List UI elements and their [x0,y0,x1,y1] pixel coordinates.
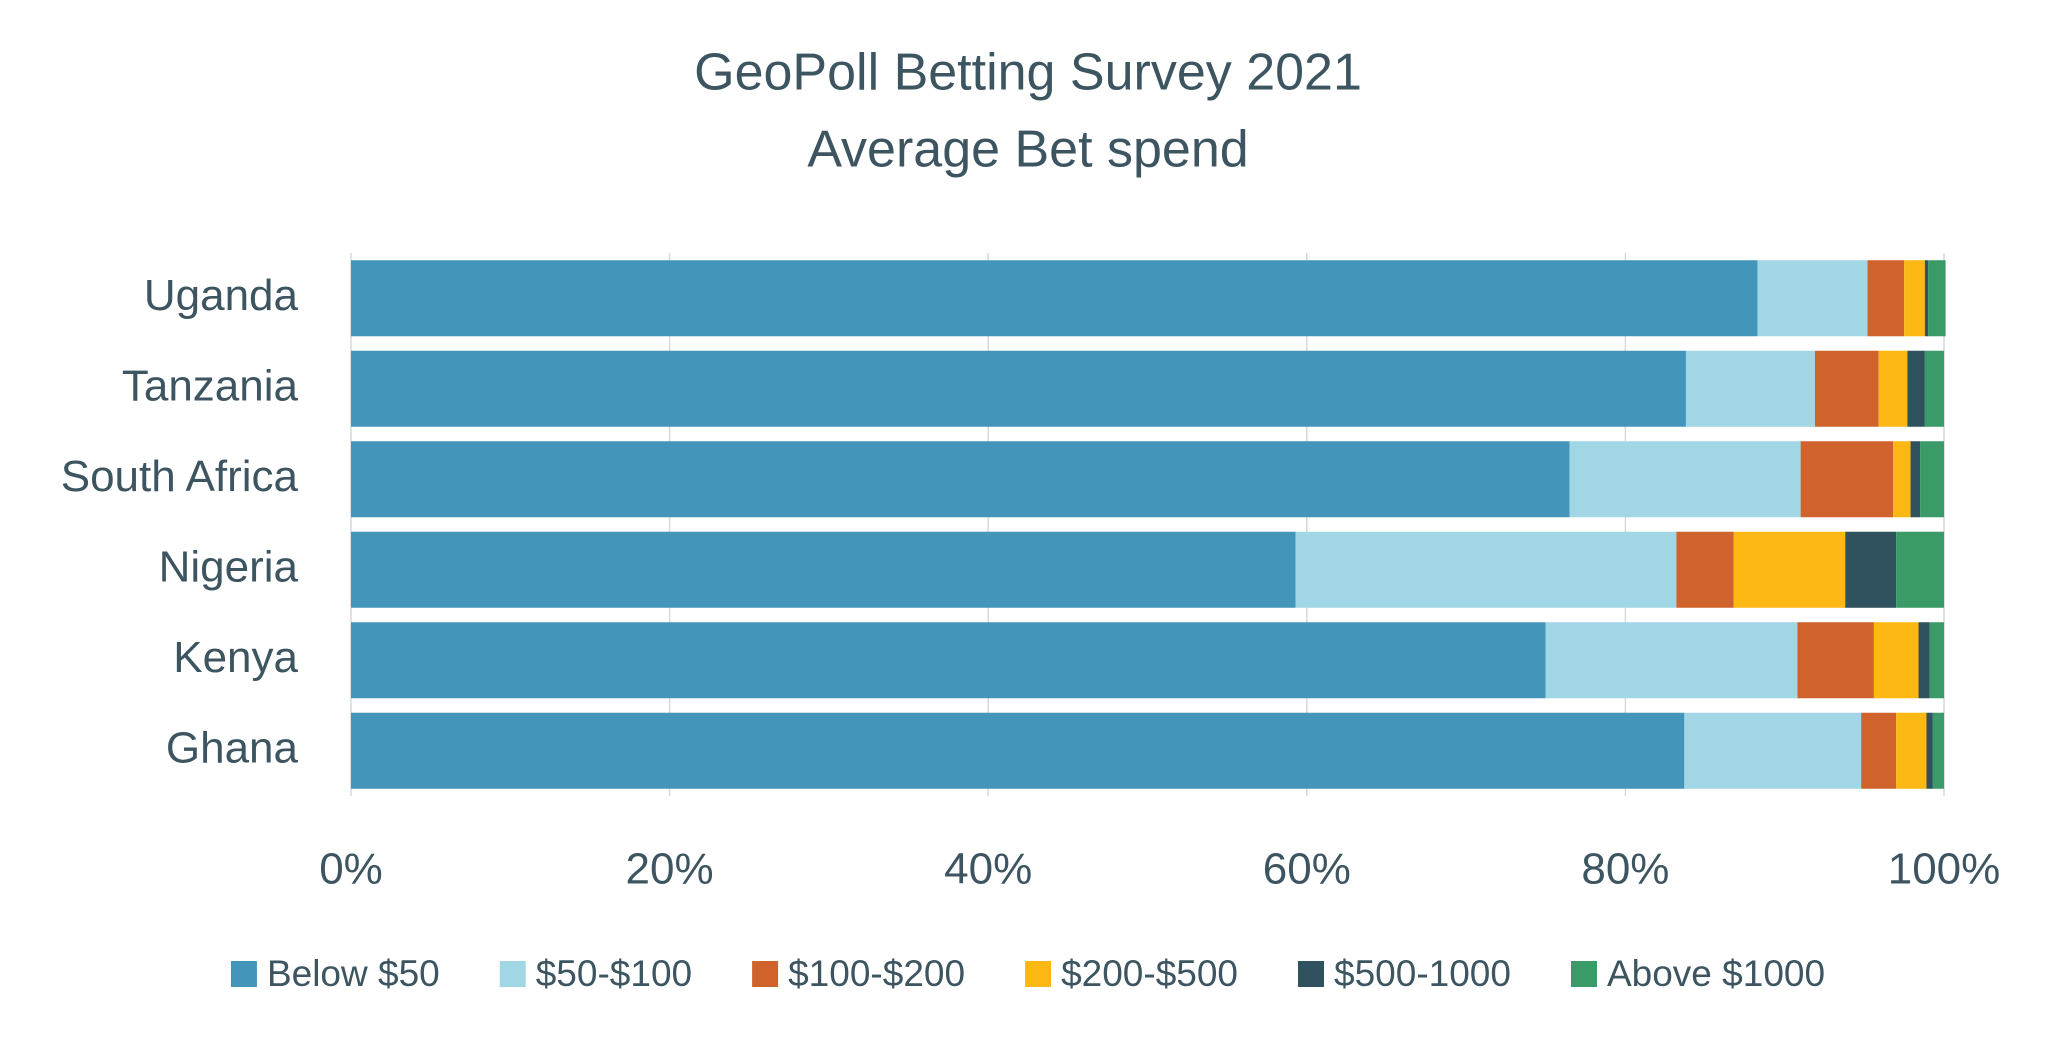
x-tick-label: 80% [1581,845,1669,894]
bar-segment [1797,622,1874,699]
x-tick-label: 100% [1888,845,2001,894]
legend-label: $500-1000 [1334,953,1511,994]
bar-segment [351,622,1546,699]
y-tick-label: South Africa [61,452,299,501]
chart-subtitle: Average Bet spend [807,121,1248,179]
bar-segment [1896,531,1944,608]
bar-segment [1928,260,1946,337]
bar-segment [1676,531,1734,608]
bar-segment [1867,260,1905,337]
legend-label: Above $1000 [1607,953,1825,994]
chart-title: GeoPoll Betting Survey 2021 [694,44,1362,102]
bar-segment [1295,531,1677,608]
bar-segment [1800,441,1894,518]
bar-segment [1757,260,1868,337]
bar-segment [351,441,1570,518]
y-tick-label: Tanzania [122,361,299,410]
bar-segment [1910,441,1921,518]
bar-segment [1924,260,1929,337]
bar-segment [1893,441,1911,518]
legend-label: $50-$100 [536,953,692,994]
x-tick-label: 0% [319,845,383,894]
bar-segment [351,260,1758,337]
bar-segment [1929,622,1944,699]
bar-segment [1878,350,1908,427]
legend-label: Below $50 [267,953,440,994]
bar-segment [1861,712,1897,789]
y-tick-label: Nigeria [159,542,299,591]
legend-swatch [499,961,526,987]
bar-segment [1932,712,1944,789]
y-tick-label: Kenya [173,633,298,682]
bar-segment [1684,712,1862,789]
legend-label: $200-$500 [1061,953,1238,994]
bar-segment [1569,441,1801,518]
bar-segment [1896,712,1927,789]
legend-swatch [1298,961,1325,987]
bar-segment [1733,531,1846,608]
bar-segment [1873,622,1919,699]
bar-segment [1920,441,1944,518]
x-tick-label: 40% [944,845,1032,894]
bar-segment [1845,531,1897,608]
x-tick-label: 60% [1263,845,1351,894]
bar-segment [351,712,1685,789]
legend-swatch [1025,961,1052,987]
legend-label: $100-$200 [788,953,965,994]
legend-swatch [752,961,779,987]
legend-swatch [1570,961,1597,987]
bar-segment [1545,622,1798,699]
bar-segment [1907,350,1925,427]
bar-segment [1924,350,1944,427]
bar-segment [351,350,1686,427]
x-tick-label: 20% [626,845,714,894]
bar-segment [1926,712,1933,789]
bar-segment [351,531,1296,608]
y-tick-label: Uganda [144,271,299,320]
bar-segment [1904,260,1925,337]
y-tick-label: Ghana [166,723,299,772]
bar-segment [1685,350,1815,427]
bar-segment [1814,350,1879,427]
bar-segment [1918,622,1930,699]
legend-swatch [230,961,257,987]
